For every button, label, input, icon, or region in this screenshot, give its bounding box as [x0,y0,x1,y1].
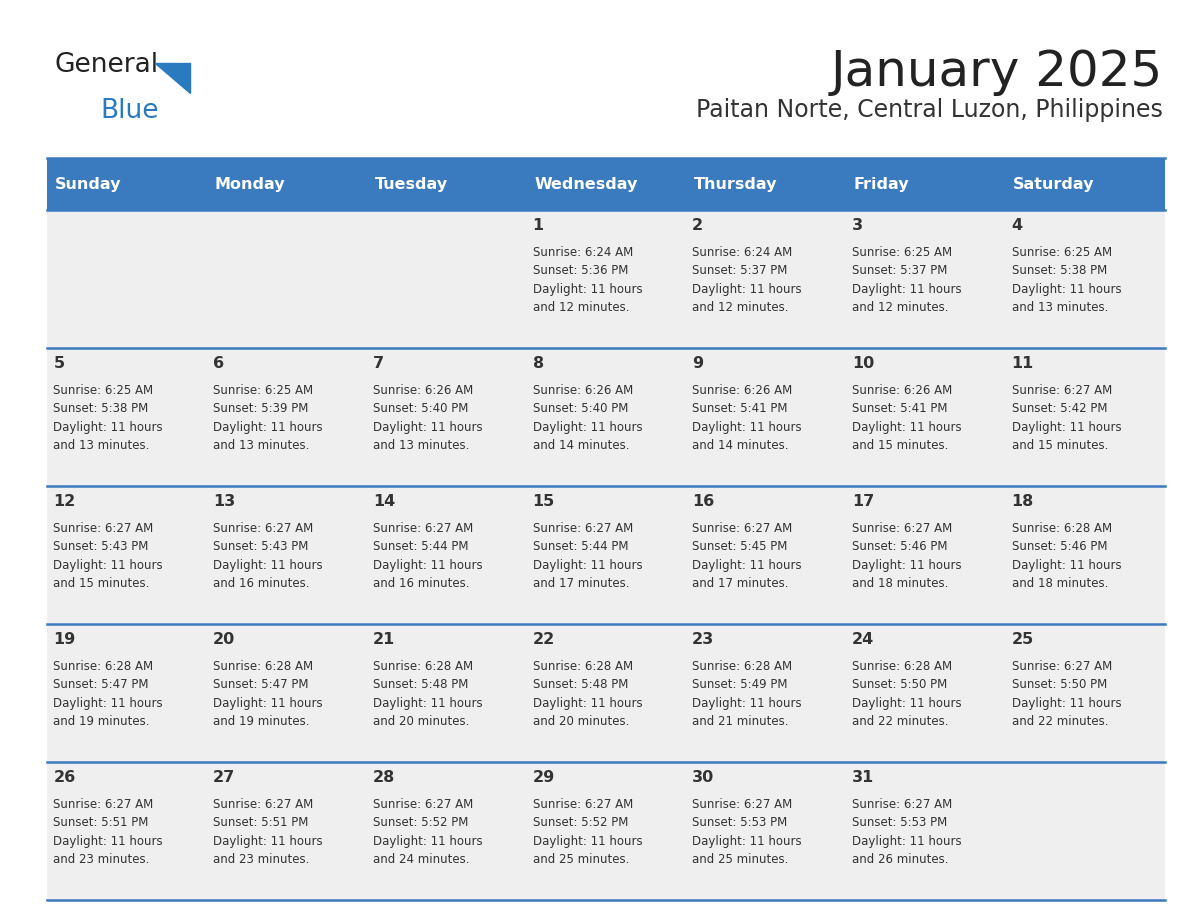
Text: 20: 20 [213,633,235,647]
Text: Sunrise: 6:28 AM
Sunset: 5:48 PM
Daylight: 11 hours
and 20 minutes.: Sunrise: 6:28 AM Sunset: 5:48 PM Dayligh… [373,660,482,728]
Bar [366,158,526,210]
Text: 22: 22 [532,633,555,647]
Text: 12: 12 [53,494,76,509]
Text: Sunrise: 6:28 AM
Sunset: 5:46 PM
Daylight: 11 hours
and 18 minutes.: Sunrise: 6:28 AM Sunset: 5:46 PM Dayligh… [1012,521,1121,590]
Text: 24: 24 [852,633,874,647]
Text: General: General [55,52,159,78]
Text: Sunrise: 6:24 AM
Sunset: 5:36 PM
Daylight: 11 hours
and 12 minutes.: Sunrise: 6:24 AM Sunset: 5:36 PM Dayligh… [532,246,643,314]
Text: 8: 8 [532,356,544,371]
Text: 14: 14 [373,494,396,509]
Text: Sunrise: 6:28 AM
Sunset: 5:50 PM
Daylight: 11 hours
and 22 minutes.: Sunrise: 6:28 AM Sunset: 5:50 PM Dayligh… [852,660,961,728]
Text: Sunrise: 6:25 AM
Sunset: 5:38 PM
Daylight: 11 hours
and 13 minutes.: Sunrise: 6:25 AM Sunset: 5:38 PM Dayligh… [53,384,163,453]
Text: 18: 18 [1012,494,1034,509]
Text: Wednesday: Wednesday [535,176,638,192]
Text: Sunrise: 6:27 AM
Sunset: 5:44 PM
Daylight: 11 hours
and 17 minutes.: Sunrise: 6:27 AM Sunset: 5:44 PM Dayligh… [532,521,643,590]
Text: Sunrise: 6:25 AM
Sunset: 5:38 PM
Daylight: 11 hours
and 13 minutes.: Sunrise: 6:25 AM Sunset: 5:38 PM Dayligh… [1012,246,1121,314]
Text: 19: 19 [53,633,76,647]
Text: Sunrise: 6:24 AM
Sunset: 5:37 PM
Daylight: 11 hours
and 12 minutes.: Sunrise: 6:24 AM Sunset: 5:37 PM Dayligh… [693,246,802,314]
Text: Sunrise: 6:27 AM
Sunset: 5:50 PM
Daylight: 11 hours
and 22 minutes.: Sunrise: 6:27 AM Sunset: 5:50 PM Dayligh… [1012,660,1121,728]
Text: 5: 5 [53,356,64,371]
Text: 26: 26 [53,770,76,785]
Text: Sunrise: 6:27 AM
Sunset: 5:44 PM
Daylight: 11 hours
and 16 minutes.: Sunrise: 6:27 AM Sunset: 5:44 PM Dayligh… [373,521,482,590]
Text: Sunrise: 6:27 AM
Sunset: 5:52 PM
Daylight: 11 hours
and 25 minutes.: Sunrise: 6:27 AM Sunset: 5:52 PM Dayligh… [532,798,643,867]
Text: 31: 31 [852,770,874,785]
Text: Sunrise: 6:28 AM
Sunset: 5:47 PM
Daylight: 11 hours
and 19 minutes.: Sunrise: 6:28 AM Sunset: 5:47 PM Dayligh… [213,660,323,728]
Text: Sunrise: 6:26 AM
Sunset: 5:41 PM
Daylight: 11 hours
and 15 minutes.: Sunrise: 6:26 AM Sunset: 5:41 PM Dayligh… [852,384,961,453]
Text: 13: 13 [213,494,235,509]
Text: 4: 4 [1012,218,1023,233]
Text: 27: 27 [213,770,235,785]
Bar [48,486,1165,624]
Text: 29: 29 [532,770,555,785]
Text: 7: 7 [373,356,384,371]
Text: Sunrise: 6:27 AM
Sunset: 5:51 PM
Daylight: 11 hours
and 23 minutes.: Sunrise: 6:27 AM Sunset: 5:51 PM Dayligh… [213,798,323,867]
Bar [526,158,685,210]
Text: Sunrise: 6:27 AM
Sunset: 5:43 PM
Daylight: 11 hours
and 15 minutes.: Sunrise: 6:27 AM Sunset: 5:43 PM Dayligh… [53,521,163,590]
Text: Saturday: Saturday [1013,176,1095,192]
Text: 28: 28 [373,770,396,785]
Text: Monday: Monday [215,176,285,192]
Text: Tuesday: Tuesday [374,176,448,192]
Text: 21: 21 [373,633,396,647]
Text: Sunrise: 6:26 AM
Sunset: 5:41 PM
Daylight: 11 hours
and 14 minutes.: Sunrise: 6:26 AM Sunset: 5:41 PM Dayligh… [693,384,802,453]
Bar [48,348,1165,486]
Text: Friday: Friday [853,176,909,192]
Text: Sunrise: 6:26 AM
Sunset: 5:40 PM
Daylight: 11 hours
and 14 minutes.: Sunrise: 6:26 AM Sunset: 5:40 PM Dayligh… [532,384,643,453]
Text: Sunrise: 6:28 AM
Sunset: 5:47 PM
Daylight: 11 hours
and 19 minutes.: Sunrise: 6:28 AM Sunset: 5:47 PM Dayligh… [53,660,163,728]
Text: Sunrise: 6:26 AM
Sunset: 5:40 PM
Daylight: 11 hours
and 13 minutes.: Sunrise: 6:26 AM Sunset: 5:40 PM Dayligh… [373,384,482,453]
Text: Sunday: Sunday [55,176,121,192]
Bar [685,158,846,210]
Bar [207,158,366,210]
Text: Sunrise: 6:28 AM
Sunset: 5:49 PM
Daylight: 11 hours
and 21 minutes.: Sunrise: 6:28 AM Sunset: 5:49 PM Dayligh… [693,660,802,728]
Text: Sunrise: 6:28 AM
Sunset: 5:48 PM
Daylight: 11 hours
and 20 minutes.: Sunrise: 6:28 AM Sunset: 5:48 PM Dayligh… [532,660,643,728]
Text: Sunrise: 6:27 AM
Sunset: 5:45 PM
Daylight: 11 hours
and 17 minutes.: Sunrise: 6:27 AM Sunset: 5:45 PM Dayligh… [693,521,802,590]
Text: 30: 30 [693,770,714,785]
Bar [48,158,207,210]
Text: 2: 2 [693,218,703,233]
Text: 11: 11 [1012,356,1034,371]
Text: Sunrise: 6:25 AM
Sunset: 5:39 PM
Daylight: 11 hours
and 13 minutes.: Sunrise: 6:25 AM Sunset: 5:39 PM Dayligh… [213,384,323,453]
Text: Thursday: Thursday [694,176,777,192]
Bar [846,158,1005,210]
Polygon shape [154,63,190,93]
Text: 6: 6 [213,356,225,371]
Text: 25: 25 [1012,633,1034,647]
Text: 3: 3 [852,218,864,233]
Text: Sunrise: 6:27 AM
Sunset: 5:53 PM
Daylight: 11 hours
and 26 minutes.: Sunrise: 6:27 AM Sunset: 5:53 PM Dayligh… [852,798,961,867]
Bar [48,762,1165,900]
Text: Sunrise: 6:27 AM
Sunset: 5:42 PM
Daylight: 11 hours
and 15 minutes.: Sunrise: 6:27 AM Sunset: 5:42 PM Dayligh… [1012,384,1121,453]
Text: 17: 17 [852,494,874,509]
Text: January 2025: January 2025 [830,48,1163,96]
Text: 9: 9 [693,356,703,371]
Text: 16: 16 [693,494,714,509]
Bar [1005,158,1165,210]
Text: Paitan Norte, Central Luzon, Philippines: Paitan Norte, Central Luzon, Philippines [696,98,1163,122]
Text: Sunrise: 6:27 AM
Sunset: 5:53 PM
Daylight: 11 hours
and 25 minutes.: Sunrise: 6:27 AM Sunset: 5:53 PM Dayligh… [693,798,802,867]
Text: Sunrise: 6:27 AM
Sunset: 5:43 PM
Daylight: 11 hours
and 16 minutes.: Sunrise: 6:27 AM Sunset: 5:43 PM Dayligh… [213,521,323,590]
Text: Sunrise: 6:25 AM
Sunset: 5:37 PM
Daylight: 11 hours
and 12 minutes.: Sunrise: 6:25 AM Sunset: 5:37 PM Dayligh… [852,246,961,314]
Text: 15: 15 [532,494,555,509]
Text: Sunrise: 6:27 AM
Sunset: 5:46 PM
Daylight: 11 hours
and 18 minutes.: Sunrise: 6:27 AM Sunset: 5:46 PM Dayligh… [852,521,961,590]
Text: 10: 10 [852,356,874,371]
Text: Sunrise: 6:27 AM
Sunset: 5:51 PM
Daylight: 11 hours
and 23 minutes.: Sunrise: 6:27 AM Sunset: 5:51 PM Dayligh… [53,798,163,867]
Text: Sunrise: 6:27 AM
Sunset: 5:52 PM
Daylight: 11 hours
and 24 minutes.: Sunrise: 6:27 AM Sunset: 5:52 PM Dayligh… [373,798,482,867]
Text: 23: 23 [693,633,714,647]
Bar [48,210,1165,348]
Bar [48,624,1165,762]
Text: Blue: Blue [100,98,158,124]
Text: 1: 1 [532,218,544,233]
